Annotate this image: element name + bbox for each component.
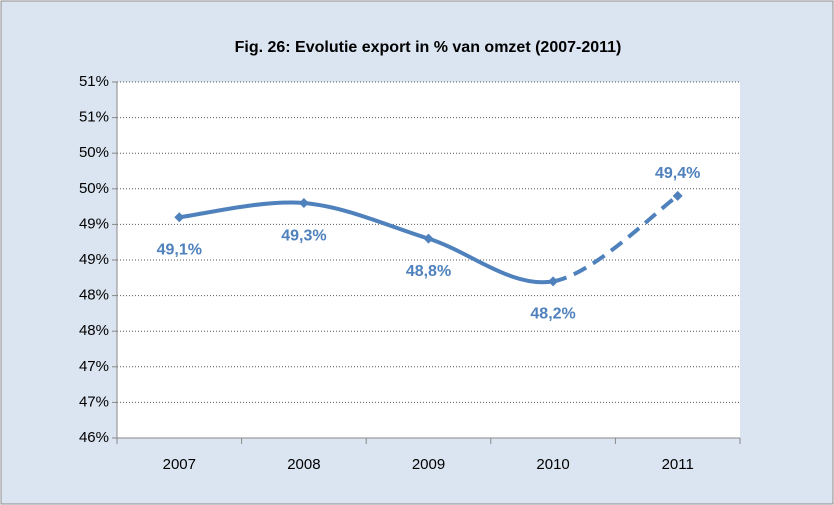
y-tick-label: 48%	[79, 287, 109, 304]
marker	[298, 198, 309, 209]
y-tick-label: 51%	[79, 73, 109, 90]
line	[179, 200, 554, 285]
marker	[423, 233, 434, 244]
y-tick-label: 51%	[79, 109, 109, 126]
x-tick-label: 2007	[163, 456, 196, 473]
x-tick-label: 2008	[287, 456, 320, 473]
marker	[174, 212, 185, 223]
y-tick-label: 49%	[79, 251, 109, 268]
data-label: 48,8%	[406, 263, 451, 280]
y-tick-label: 50%	[79, 144, 109, 161]
data-label: 48,2%	[530, 306, 575, 323]
data-label: 49,1%	[157, 241, 202, 258]
data-label: 49,4%	[655, 165, 700, 182]
y-tick-label: 49%	[79, 215, 109, 232]
x-tick-label: 2009	[412, 456, 445, 473]
data-label: 49,3%	[281, 227, 326, 244]
y-tick-label: 46%	[79, 429, 109, 446]
chart-title: Fig. 26: Evolutie export in % van omzet …	[235, 39, 622, 56]
y-tick-label: 47%	[79, 393, 109, 410]
x-tick-label: 2010	[536, 456, 569, 473]
y-tick-label: 48%	[79, 322, 109, 339]
line-dashed	[552, 194, 679, 284]
marker	[672, 190, 683, 201]
marker	[548, 276, 559, 287]
y-tick-label: 47%	[79, 358, 109, 375]
x-tick-label: 2011	[662, 456, 694, 473]
y-tick-label: 50%	[79, 180, 109, 197]
